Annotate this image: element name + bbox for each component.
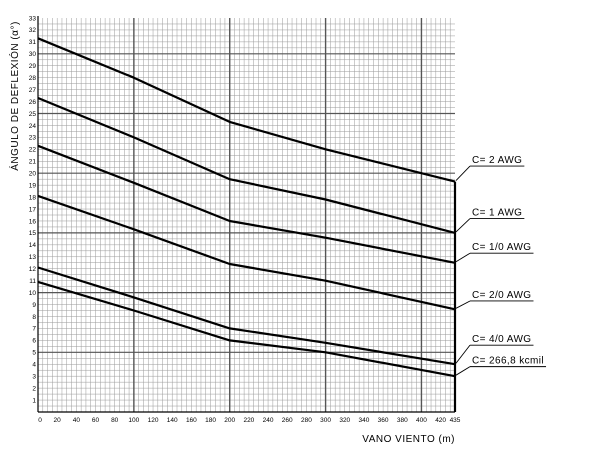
- y-axis-title: ÁNGULO DE DEFLEXIÓN (α°): [8, 21, 21, 171]
- y-tick-label: 12: [29, 266, 37, 273]
- y-tick-label: 18: [29, 194, 37, 201]
- x-tick-label: 200: [224, 417, 235, 424]
- y-tick-label: 29: [29, 63, 37, 70]
- y-tick-label: 26: [29, 99, 37, 106]
- y-tick-label: 28: [29, 75, 37, 82]
- y-tick-label: 23: [29, 135, 37, 142]
- series-label-5: C= 4/0 AWG: [472, 334, 531, 345]
- x-tick-label: 100: [128, 417, 139, 424]
- series-label-6: C= 266,8 kcmil: [472, 356, 544, 367]
- y-tick-label: 5: [32, 350, 36, 357]
- series-label-4: C= 2/0 AWG: [472, 290, 531, 301]
- y-tick-label: 8: [32, 314, 36, 321]
- x-tick-label: 340: [359, 417, 370, 424]
- y-tick-label: 20: [29, 171, 37, 178]
- series-leader-line: [455, 366, 471, 376]
- y-tick-label: 4: [32, 362, 36, 369]
- y-tick-label: 10: [29, 290, 37, 297]
- y-tick-label: 22: [29, 147, 37, 154]
- x-tick-label: 140: [167, 417, 178, 424]
- y-tick-label: 2: [32, 385, 36, 392]
- series-leader-line: [455, 300, 471, 309]
- x-tick-label: 380: [397, 417, 408, 424]
- minor-grid: [38, 18, 455, 412]
- x-tick-label: 120: [148, 417, 159, 424]
- x-tick-label: 420: [435, 417, 446, 424]
- y-tick-label: 30: [29, 51, 37, 58]
- series-line-5: [37, 266, 456, 366]
- x-tick-label: 300: [320, 417, 331, 424]
- series-lines: [37, 37, 456, 378]
- series-label-1: C= 2 AWG: [472, 155, 522, 166]
- series-line-2: [37, 96, 456, 234]
- y-tick-label: 16: [29, 218, 37, 225]
- y-tick-label: 33: [29, 15, 37, 22]
- y-tick-label: 3: [32, 373, 36, 380]
- series-line-3: [37, 144, 456, 264]
- y-tick-label: 13: [29, 254, 37, 261]
- y-tick-label: 27: [29, 87, 37, 94]
- series-annotations: C= 2 AWG C= 1 AWG C= 1/0 AWG C= 2/0 AWG C= 4…: [455, 155, 547, 376]
- x-tick-labels: 0 20 40 60 80 100 120 140 160 180 200 220 240 260 280 3…: [38, 417, 461, 424]
- plot-frame: [37, 16, 457, 413]
- y-tick-label: 25: [29, 111, 37, 118]
- series-line-1: [37, 37, 456, 183]
- x-tick-label: 20: [54, 417, 62, 424]
- y-tick-label: 31: [29, 39, 37, 46]
- y-tick-label: 6: [32, 338, 36, 345]
- y-tick-label: 15: [29, 230, 37, 237]
- x-tick-label: 60: [92, 417, 100, 424]
- series-line-6: [37, 280, 456, 378]
- x-tick-label: 220: [243, 417, 254, 424]
- y-tick-labels: 1234567891011121314151617181920212223242…: [29, 15, 37, 404]
- x-tick-label: 360: [378, 417, 389, 424]
- y-tick-label: 9: [32, 302, 36, 309]
- series-label-2: C= 1 AWG: [472, 208, 522, 219]
- x-tick-label: 260: [282, 417, 293, 424]
- x-tick-label: 180: [205, 417, 216, 424]
- y-tick-label: 17: [29, 206, 37, 213]
- y-tick-label: 32: [29, 27, 37, 34]
- y-tick-label: 11: [29, 278, 36, 285]
- series-leader-line: [455, 218, 471, 233]
- x-tick-label: 435: [450, 417, 461, 424]
- series-line-4: [37, 194, 456, 311]
- series-leader-line: [455, 252, 471, 263]
- y-tick-label: 21: [29, 159, 37, 166]
- y-tick-label: 19: [29, 182, 37, 189]
- x-tick-label: 320: [339, 417, 350, 424]
- x-tick-label: 80: [111, 417, 119, 424]
- y-tick-label: 7: [32, 326, 36, 333]
- y-tick-label: 1: [32, 397, 36, 404]
- series-leader-line: [455, 165, 471, 181]
- y-tick-label: 24: [29, 123, 37, 130]
- x-tick-label: 0: [38, 417, 42, 424]
- x-tick-label: 400: [416, 417, 427, 424]
- x-tick-label: 160: [186, 417, 197, 424]
- x-tick-label: 40: [73, 417, 81, 424]
- series-leader-line: [455, 344, 471, 364]
- x-tick-label: 240: [263, 417, 274, 424]
- series-label-3: C= 1/0 AWG: [472, 242, 531, 253]
- y-tick-label: 14: [29, 242, 37, 249]
- x-axis-title: VANO VIENTO (m): [362, 434, 455, 445]
- x-tick-label: 280: [301, 417, 312, 424]
